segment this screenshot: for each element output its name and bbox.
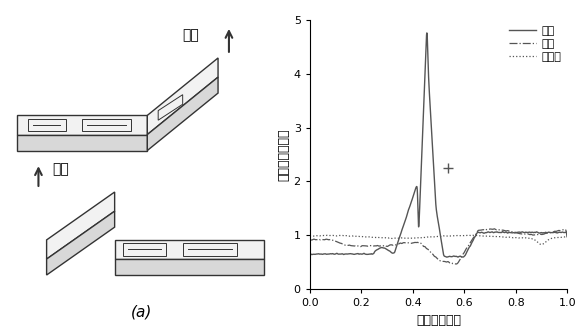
反向: [564, 230, 571, 235]
Polygon shape: [28, 119, 65, 131]
反向: [556, 230, 563, 234]
正向: [556, 228, 563, 233]
Polygon shape: [82, 119, 131, 131]
Polygon shape: [17, 135, 147, 151]
Polygon shape: [46, 192, 115, 259]
无切口: [431, 235, 438, 239]
正向: [306, 238, 313, 242]
Polygon shape: [183, 243, 237, 256]
Polygon shape: [123, 243, 166, 256]
Polygon shape: [147, 77, 218, 151]
正向: [510, 230, 516, 234]
Line: 反向: 反向: [310, 33, 567, 257]
Line: 无切口: 无切口: [310, 235, 567, 245]
正向: [453, 262, 460, 266]
Polygon shape: [158, 95, 183, 120]
反向: [306, 252, 313, 256]
X-axis label: 相对剥离长度: 相对剥离长度: [416, 313, 461, 327]
正向: [557, 228, 564, 233]
正向: [431, 255, 438, 259]
无切口: [556, 235, 563, 239]
反向: [455, 255, 461, 259]
反向: [425, 69, 432, 73]
Text: (a): (a): [131, 305, 152, 320]
反向: [557, 230, 564, 235]
无切口: [557, 235, 564, 239]
无切口: [306, 234, 313, 238]
无切口: [425, 235, 432, 239]
正向: [320, 238, 327, 242]
Line: 正向: 正向: [310, 229, 567, 264]
无切口: [537, 243, 544, 247]
Polygon shape: [17, 116, 147, 135]
Polygon shape: [115, 259, 264, 275]
正向: [425, 248, 432, 252]
Polygon shape: [46, 211, 115, 275]
正向: [490, 227, 497, 231]
反向: [510, 231, 516, 235]
无切口: [320, 234, 327, 238]
正向: [564, 237, 571, 241]
无切口: [510, 236, 516, 240]
反向: [320, 252, 327, 256]
Legend: 反向, 正向, 无切口: 反向, 正向, 无切口: [509, 26, 562, 62]
Text: 正向: 正向: [52, 163, 69, 177]
Text: 反向: 反向: [183, 29, 199, 43]
无切口: [465, 233, 472, 237]
无切口: [564, 235, 571, 239]
Y-axis label: 剥离力（倍数）: 剥离力（倍数）: [278, 128, 291, 181]
Polygon shape: [147, 58, 218, 135]
反向: [432, 193, 439, 197]
反向: [423, 31, 430, 35]
Polygon shape: [115, 240, 264, 259]
